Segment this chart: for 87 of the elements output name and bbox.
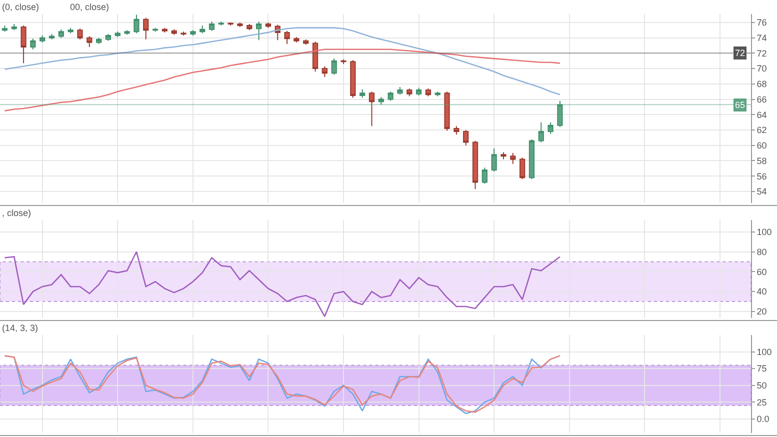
candlestick: [322, 66, 328, 78]
candlestick: [68, 27, 74, 34]
y-tick-label: 25: [756, 397, 767, 408]
candlestick: [312, 41, 318, 72]
candlestick: [340, 58, 346, 64]
candlestick: [2, 25, 8, 32]
candlestick: [491, 148, 497, 172]
candlestick: [378, 96, 384, 106]
text: , close): [2, 208, 32, 218]
y-tick-label: 60: [756, 266, 767, 277]
y-tick-label: 64: [756, 110, 767, 120]
candlestick: [20, 25, 26, 64]
y-tick-label: 74: [756, 32, 767, 43]
candlestick: [425, 88, 432, 97]
candlestick: [331, 58, 337, 76]
candlestick: [500, 152, 506, 160]
candlestick: [388, 91, 394, 102]
candlestick: [368, 91, 375, 127]
candlestick: [510, 152, 516, 164]
candlestick: [77, 28, 83, 40]
candlestick: [284, 30, 290, 44]
candlestick: [86, 36, 92, 48]
candlestick: [350, 60, 356, 98]
candlestick: [256, 21, 262, 41]
y-tick-label: 100: [756, 346, 772, 357]
candlestick: [30, 38, 36, 50]
candlestick: [11, 23, 17, 31]
candlestick: [237, 22, 243, 28]
y-tick-label: 56: [756, 171, 767, 182]
candlestick: [265, 22, 272, 28]
candlestick: [360, 88, 366, 98]
candlestick: [294, 36, 300, 43]
ref-line-label: 72: [735, 48, 746, 58]
candlestick: [200, 25, 206, 34]
text: (14, 3, 3): [2, 323, 38, 333]
candlestick: [454, 126, 460, 136]
candlestick: [208, 21, 215, 32]
candlestick: [397, 86, 403, 96]
y-tick-label: 68: [756, 79, 767, 90]
candlestick: [472, 140, 478, 190]
candlestick: [180, 31, 186, 36]
candlestick: [162, 27, 168, 33]
y-tick-label: 75: [756, 364, 767, 374]
y-tick-label: 0.0: [756, 414, 770, 424]
candlestick: [48, 33, 55, 40]
candlestick: [190, 30, 196, 36]
candlestick: [444, 91, 450, 132]
candlestick: [134, 14, 140, 34]
y-tick-label: 76: [756, 18, 767, 28]
candlestick: [96, 37, 102, 44]
y-tick-label: 80: [756, 246, 767, 257]
text: 00, close): [70, 2, 110, 12]
candlestick: [520, 157, 526, 180]
candlestick: [548, 122, 554, 134]
y-tick-label: 40: [756, 286, 767, 297]
y-tick-label: 58: [756, 156, 767, 166]
candlestick: [528, 138, 535, 180]
candlestick: [143, 17, 149, 40]
y-tick-label: 54: [756, 186, 767, 197]
y-tick-label: 70: [756, 64, 767, 74]
candlestick: [114, 31, 120, 38]
candlestick: [557, 100, 563, 128]
candlestick: [246, 23, 252, 31]
candlestick: [482, 167, 488, 184]
candlestick: [434, 91, 440, 97]
candlestick: [538, 122, 544, 143]
candlestick: [124, 30, 130, 36]
line-series: [4, 27, 561, 96]
candlestick: [218, 21, 224, 26]
candlestick: [463, 130, 469, 146]
line-series: [4, 251, 561, 318]
y-tick-label: 50: [756, 380, 767, 390]
text: (0, close): [2, 2, 40, 12]
y-tick-label: 20: [756, 306, 767, 317]
candlestick: [105, 33, 112, 42]
y-tick-label: 100: [756, 227, 772, 238]
candlestick: [40, 35, 46, 43]
y-tick-label: 60: [756, 140, 767, 151]
ref-line-label: 65: [735, 100, 746, 110]
candlestick: [416, 87, 422, 96]
candlestick: [406, 88, 412, 97]
y-tick-label: 66: [756, 94, 767, 104]
y-tick-label: 72: [756, 48, 767, 58]
candlestick: [228, 22, 234, 26]
line-series: [4, 48, 561, 112]
candlestick: [58, 28, 64, 38]
y-tick-label: 62: [756, 125, 767, 136]
